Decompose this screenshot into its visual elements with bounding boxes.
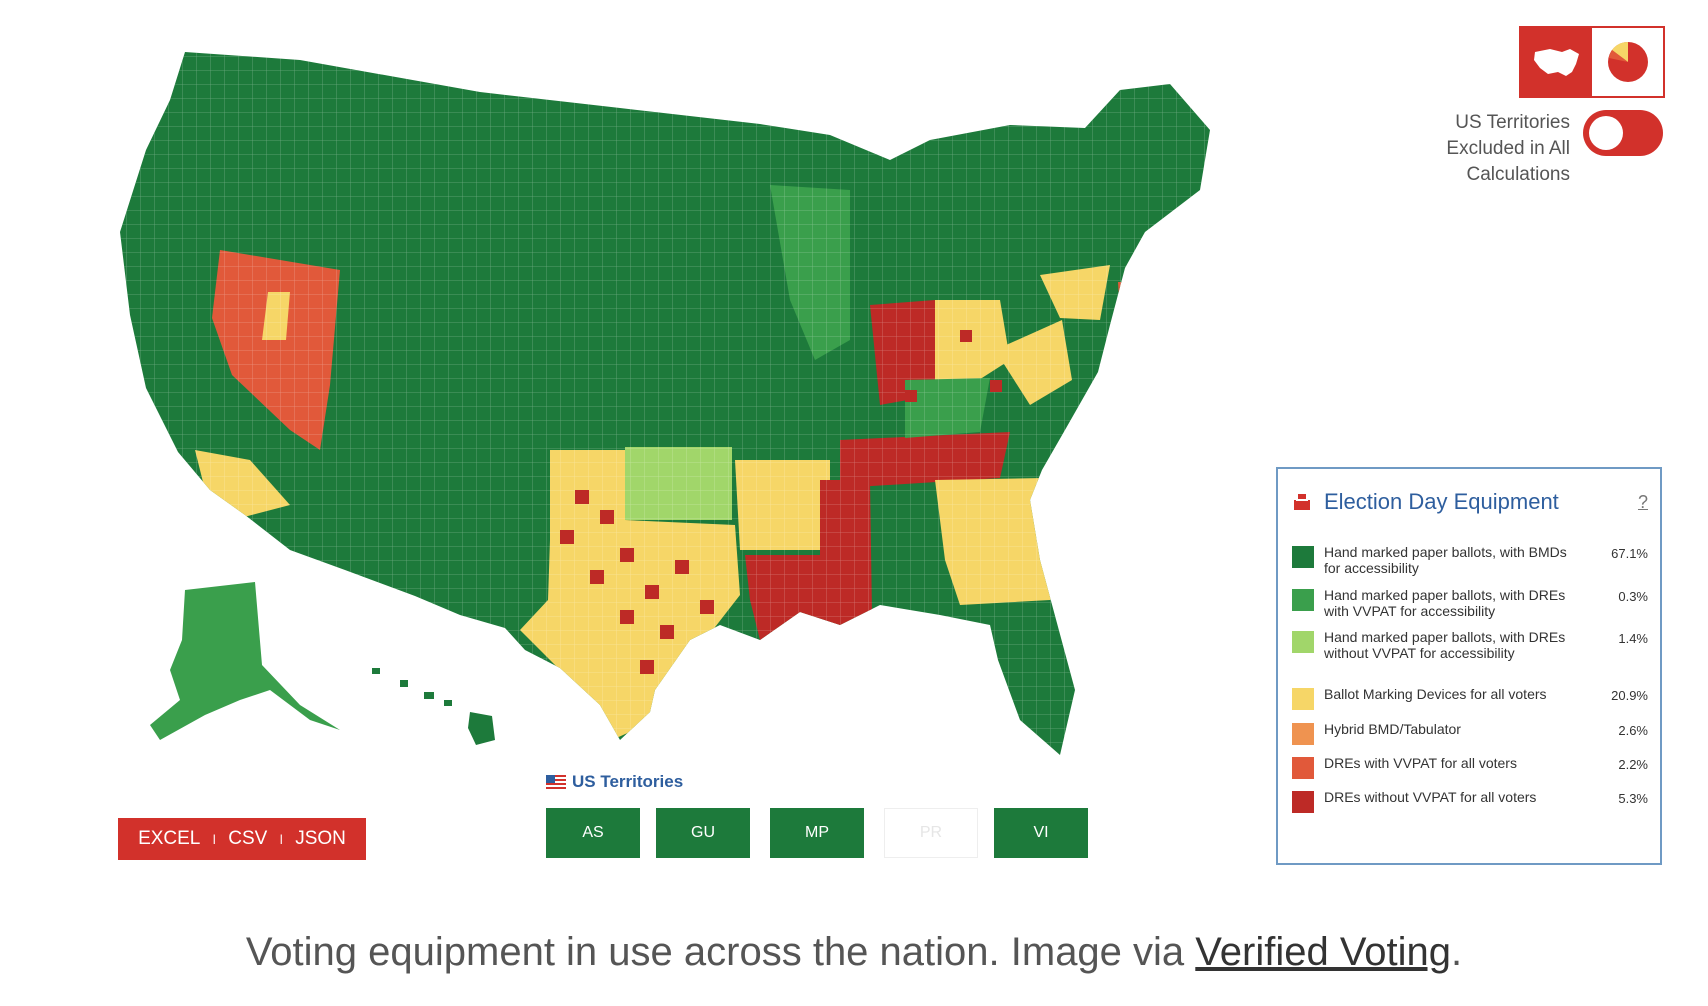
legend-item: Ballot Marking Devices for all voters 20.… bbox=[1292, 686, 1648, 710]
caption-text: Voting equipment in use across the natio… bbox=[245, 930, 1196, 974]
territories-title: US Territories bbox=[546, 772, 683, 792]
region-alaska bbox=[150, 582, 340, 740]
legend-swatch bbox=[1292, 723, 1314, 745]
export-separator: I bbox=[212, 831, 217, 847]
legend-item-label: Hand marked paper ballots, with DREs wit… bbox=[1324, 587, 1566, 619]
excel-export-button[interactable]: EXCEL bbox=[138, 828, 201, 849]
legend-item-value: 2.2% bbox=[1618, 757, 1648, 772]
region-hawaii bbox=[372, 668, 495, 745]
us-map-icon bbox=[1533, 49, 1579, 76]
territory-button-pr: PR bbox=[884, 808, 978, 858]
legend-title: Election Day Equipment bbox=[1324, 489, 1559, 514]
us-voting-equipment-map bbox=[120, 52, 1210, 755]
toggle-label-line1: US Territories bbox=[1455, 112, 1570, 133]
json-export-button[interactable]: JSON bbox=[295, 828, 346, 849]
texas-red-counties bbox=[560, 330, 1002, 674]
legend-swatch bbox=[1292, 546, 1314, 568]
legend-item-value: 5.3% bbox=[1618, 791, 1648, 806]
legend-swatch bbox=[1292, 589, 1314, 611]
legend-item: Hand marked paper ballots, with BMDs for… bbox=[1292, 544, 1648, 576]
legend-item-label: Hand marked paper ballots, with DREs wit… bbox=[1324, 629, 1566, 661]
legend-item: DREs with VVPAT for all voters 2.2% bbox=[1292, 755, 1648, 779]
us-flag-icon bbox=[546, 775, 566, 789]
map-view-button[interactable] bbox=[1521, 28, 1592, 96]
verified-voting-link[interactable]: Verified Voting bbox=[1195, 930, 1452, 974]
pie-view-button[interactable] bbox=[1592, 28, 1663, 96]
switch-knob bbox=[1589, 116, 1623, 150]
legend-swatch bbox=[1292, 757, 1314, 779]
legend-item-value: 67.1% bbox=[1611, 546, 1648, 561]
csv-export-button[interactable]: CSV bbox=[228, 828, 268, 849]
legend-item: Hybrid BMD/Tabulator 2.6% bbox=[1292, 721, 1648, 745]
territory-button-mp[interactable]: MP bbox=[770, 808, 864, 858]
legend-item-label: DREs with VVPAT for all voters bbox=[1324, 755, 1517, 771]
toggle-label-line3: Calculations bbox=[1466, 164, 1571, 185]
territories-title-text: US Territories bbox=[572, 772, 684, 791]
legend-swatch bbox=[1292, 688, 1314, 710]
legend-item: DREs without VVPAT for all voters 5.3% bbox=[1292, 789, 1648, 813]
territory-button-vi[interactable]: VI bbox=[994, 808, 1088, 858]
legend-swatch bbox=[1292, 791, 1314, 813]
legend-item-value: 0.3% bbox=[1618, 589, 1648, 604]
legend-help-icon[interactable]: ? bbox=[1637, 491, 1648, 512]
export-buttons: EXCEL I CSV I JSON bbox=[118, 818, 366, 860]
legend-panel: Election Day Equipment ? Hand marked pap… bbox=[1276, 467, 1662, 865]
territories-toggle-switch[interactable] bbox=[1583, 110, 1663, 156]
legend-item: Hand marked paper ballots, with DREs wit… bbox=[1292, 629, 1648, 661]
legend-item-label: DREs without VVPAT for all voters bbox=[1324, 789, 1537, 805]
legend-swatch bbox=[1292, 631, 1314, 653]
caption-end: . bbox=[1451, 930, 1463, 974]
legend-item-label: Ballot Marking Devices for all voters bbox=[1324, 686, 1547, 702]
toggle-label-line2: Excluded in All bbox=[1446, 138, 1570, 159]
contiguous-states bbox=[120, 52, 1210, 755]
legend-item: Hand marked paper ballots, with DREs wit… bbox=[1292, 587, 1648, 619]
legend-header: Election Day Equipment ? bbox=[1292, 485, 1648, 519]
ballot-box-icon bbox=[1294, 494, 1310, 510]
legend-item-value: 2.6% bbox=[1618, 723, 1648, 738]
view-toggle bbox=[1519, 26, 1665, 98]
territories-excluded-label: US Territories Excluded in All Calculati… bbox=[1380, 110, 1570, 188]
legend-item-value: 20.9% bbox=[1611, 688, 1648, 703]
export-separator: I bbox=[279, 831, 284, 847]
legend-item-label: Hybrid BMD/Tabulator bbox=[1324, 721, 1461, 737]
territory-button-as[interactable]: AS bbox=[546, 808, 640, 858]
image-caption: Voting equipment in use across the natio… bbox=[0, 930, 1708, 975]
pie-chart-icon bbox=[1607, 42, 1648, 82]
legend-item-label: Hand marked paper ballots, with BMDs for… bbox=[1324, 544, 1567, 576]
region-new-jersey bbox=[1118, 282, 1140, 355]
legend-item-value: 1.4% bbox=[1618, 631, 1648, 646]
territory-button-gu[interactable]: GU bbox=[656, 808, 750, 858]
